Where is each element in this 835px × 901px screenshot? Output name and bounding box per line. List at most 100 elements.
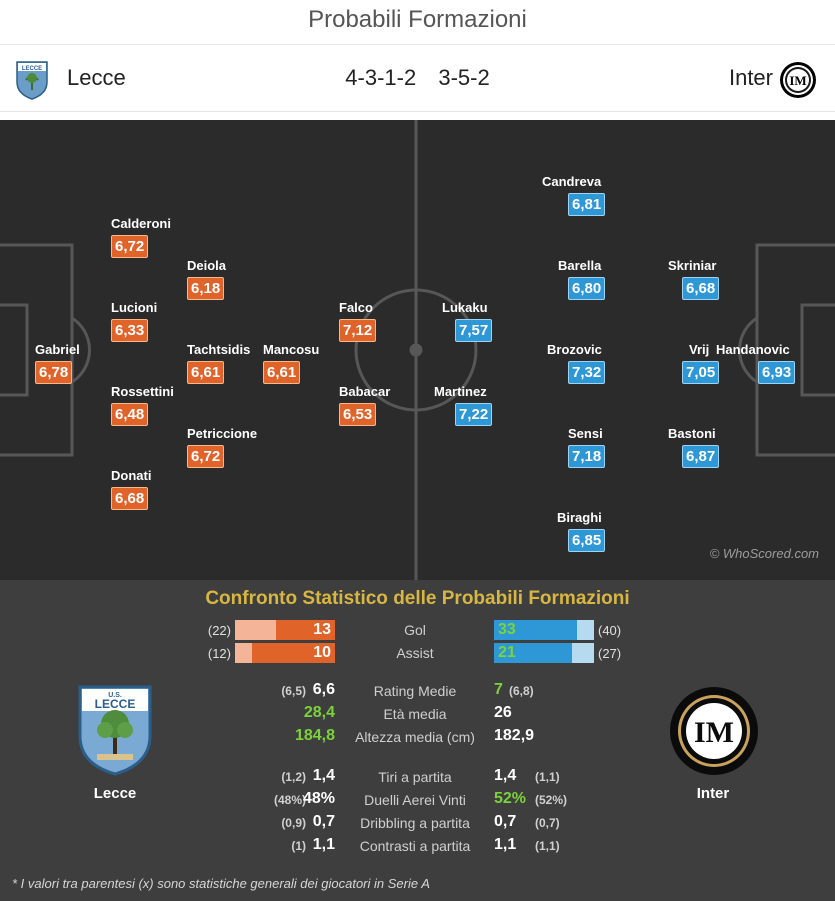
home-player[interactable]: Calderoni 6,72 <box>111 216 171 258</box>
player-rating: 6,81 <box>568 193 606 216</box>
away-value: 1,4 <box>494 767 517 784</box>
away-player[interactable]: Skriniar 6,68 <box>668 258 720 300</box>
player-rating: 6,85 <box>568 529 606 552</box>
away-player[interactable]: Handanovic 6,93 <box>716 342 796 384</box>
bar-stat-row: (22) 13 Gol 33 (40) <box>0 620 835 640</box>
player-name: Lucioni <box>111 300 158 315</box>
player-name: Vrij <box>689 342 710 357</box>
player-name: Deiola <box>187 258 227 273</box>
player-rating: 6,72 <box>111 235 149 258</box>
svg-text:IM: IM <box>694 716 734 749</box>
stat-label: Altezza media (cm) <box>355 729 475 745</box>
svg-text:LECCE: LECCE <box>22 66 42 72</box>
away-player[interactable]: Martinez 7,22 <box>434 384 493 426</box>
home-value: 10 <box>313 644 331 661</box>
stat-row: 28,4 Età media 26 <box>0 704 835 726</box>
away-value: 0,7 <box>494 813 517 830</box>
stats-away-team: Inter <box>696 785 730 802</box>
stats-title: Confronto Statistico delle Probabili For… <box>205 588 630 609</box>
home-player[interactable]: Petriccione 6,72 <box>187 426 257 468</box>
home-player[interactable]: Lucioni 6,33 <box>111 300 157 342</box>
away-player[interactable]: Biraghi 6,85 <box>557 510 606 552</box>
home-player[interactable]: Falco 7,12 <box>339 300 377 342</box>
teams-header: LECCE Lecce 4-3-1-2 3-5-2 Inter IM <box>0 44 835 112</box>
away-bar: 33 <box>494 620 594 640</box>
player-name: Martinez <box>434 384 487 399</box>
player-name: Donati <box>111 468 152 483</box>
player-rating: 6,93 <box>758 361 796 384</box>
player-rating: 7,32 <box>568 361 606 384</box>
home-value: 48% <box>302 790 335 807</box>
player-rating: 6,61 <box>263 361 301 384</box>
home-bar: 13 <box>235 620 335 640</box>
away-prev: (52%) <box>535 793 568 807</box>
home-prev: (48%) <box>273 793 306 807</box>
stat-row: (6,5) 6,6 Rating Medie 7 (6,8) <box>0 681 835 703</box>
player-rating: 7,22 <box>455 403 493 426</box>
home-value: 6,6 <box>312 681 335 698</box>
bar-label: Assist <box>396 645 434 661</box>
pitch-lines <box>0 120 835 580</box>
stat-label: Età media <box>383 706 447 722</box>
player-name: Rossettini <box>111 384 174 399</box>
home-value: 1,1 <box>312 836 335 853</box>
home-prev: (1,2) <box>281 770 306 784</box>
away-value: 182,9 <box>494 727 535 744</box>
away-player[interactable]: Candreva 6,81 <box>542 174 606 216</box>
home-prev: (12) <box>207 646 231 661</box>
stat-row: (1) 1,1 Contrasti a partita 1,1 (1,1) <box>0 836 835 858</box>
player-name: Petriccione <box>187 426 258 441</box>
away-prev: (1,1) <box>535 839 560 853</box>
player-rating: 6,33 <box>111 319 149 342</box>
player-rating: 6,68 <box>111 487 149 510</box>
home-player[interactable]: Mancosu 6,61 <box>263 342 319 384</box>
away-prev: (40) <box>598 623 622 638</box>
player-rating: 6,18 <box>187 277 225 300</box>
svg-text:IM: IM <box>789 73 806 88</box>
away-player[interactable]: Barella 6,80 <box>558 258 606 300</box>
home-player[interactable]: Donati 6,68 <box>111 468 151 510</box>
player-name: Skriniar <box>668 258 717 273</box>
player-rating: 7,18 <box>568 445 606 468</box>
home-player[interactable]: Babacar 6,53 <box>339 384 390 426</box>
player-name: Mancosu <box>263 342 320 357</box>
player-name: Calderoni <box>111 216 171 231</box>
player-rating: 6,61 <box>187 361 225 384</box>
player-name: Handanovic <box>716 342 790 357</box>
copyright: © WhoScored.com <box>709 546 819 561</box>
player-name: Biraghi <box>557 510 602 525</box>
home-bar: 10 <box>235 643 335 663</box>
player-rating: 7,57 <box>455 319 493 342</box>
pitch: Gabriel 6,78 Calderoni 6,72 Lucioni 6,33 Rosse… <box>0 120 835 580</box>
home-player[interactable]: Rossettini 6,48 <box>111 384 174 426</box>
stat-label: Duelli Aerei Vinti <box>364 792 466 808</box>
inter-crest-large-icon: IM <box>670 687 758 775</box>
away-player[interactable]: Lukaku 7,57 <box>442 300 493 342</box>
stat-label: Contrasti a partita <box>359 838 471 854</box>
player-name: Bastoni <box>668 426 716 441</box>
player-rating: 6,72 <box>187 445 225 468</box>
player-name: Sensi <box>568 426 603 441</box>
home-player[interactable]: Gabriel 6,78 <box>35 342 80 384</box>
home-player[interactable]: Deiola 6,18 <box>187 258 226 300</box>
home-player[interactable]: Tachtsidis 6,61 <box>187 342 250 384</box>
player-rating: 6,78 <box>35 361 73 384</box>
stat-label: Tiri a partita <box>378 769 452 785</box>
home-value: 13 <box>313 621 331 638</box>
away-player[interactable]: Bastoni 6,87 <box>668 426 720 468</box>
home-team-name: Lecce <box>67 65 126 90</box>
away-player[interactable]: Brozovic 7,32 <box>547 342 606 384</box>
away-player[interactable]: Vrij 7,05 <box>682 342 720 384</box>
home-value: 28,4 <box>303 704 335 721</box>
player-rating: 6,87 <box>682 445 720 468</box>
away-value: 1,1 <box>494 836 517 853</box>
formations: 4-3-1-2 3-5-2 <box>0 65 835 91</box>
away-value: 33 <box>498 621 516 638</box>
player-name: Falco <box>339 300 373 315</box>
player-name: Babacar <box>339 384 391 399</box>
away-prev: (27) <box>598 646 622 661</box>
away-player[interactable]: Sensi 7,18 <box>568 426 606 468</box>
away-formation: 3-5-2 <box>438 65 490 90</box>
player-rating: 6,80 <box>568 277 606 300</box>
away-prev: (6,8) <box>509 684 534 698</box>
